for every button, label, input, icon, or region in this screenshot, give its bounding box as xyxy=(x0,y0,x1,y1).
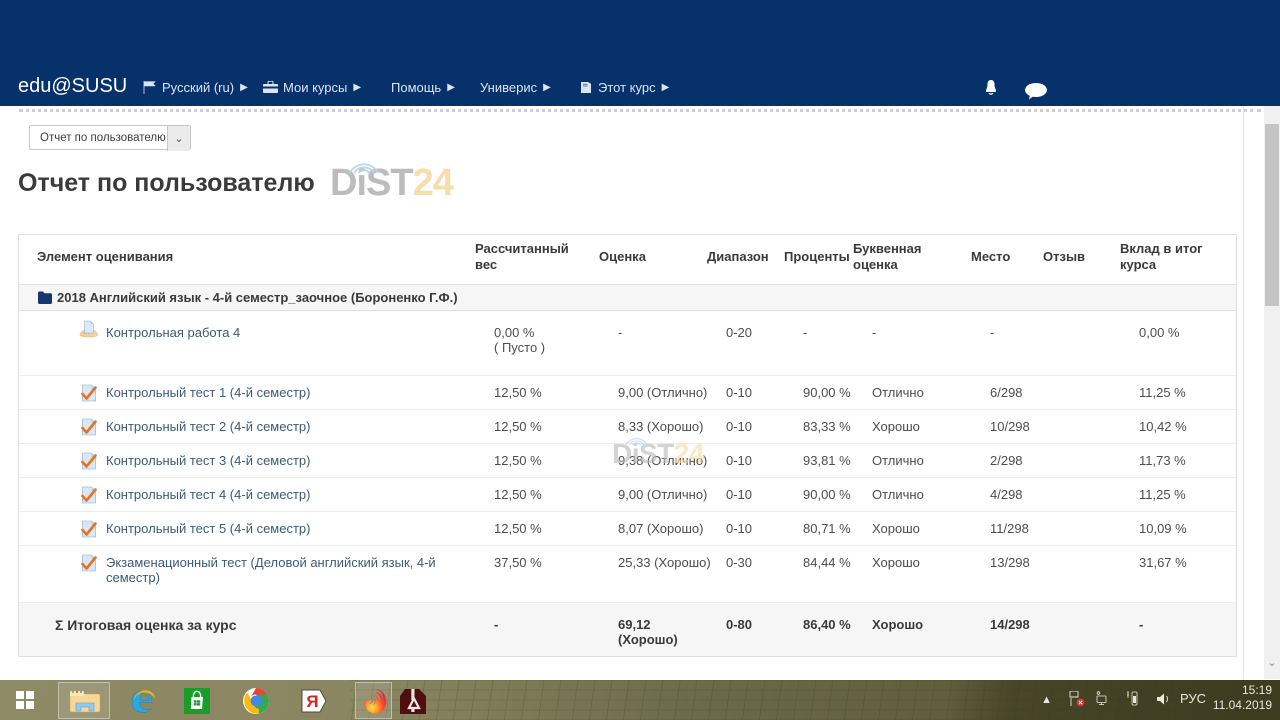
svg-text:Я: Я xyxy=(306,692,318,711)
